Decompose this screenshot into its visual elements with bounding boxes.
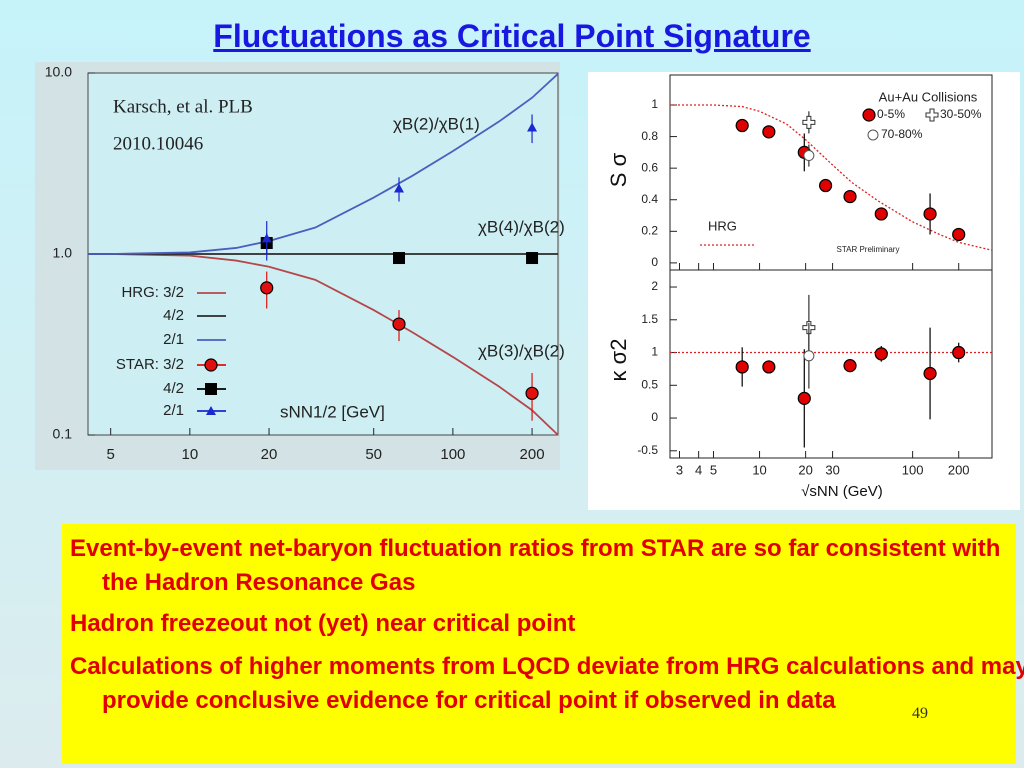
- y-tick-label: 0.8: [641, 129, 658, 143]
- marker: [802, 115, 816, 129]
- bullet: Event-by-event net-baryon fluctuation ra…: [70, 535, 1001, 596]
- marker: [260, 281, 274, 295]
- y-tick-label: 2: [651, 279, 658, 293]
- legend-label: 70-80%: [881, 127, 923, 141]
- x-tick-label: 10: [182, 446, 199, 463]
- marker: [803, 150, 815, 162]
- y-tick-label: 1: [651, 345, 658, 359]
- y-tick-label: 0: [651, 410, 658, 424]
- y-tick-label: 0.2: [641, 223, 658, 237]
- series-line: [88, 73, 559, 255]
- legend-marker: [867, 129, 879, 141]
- legend-label: 4/2: [163, 380, 184, 397]
- legend-label: 0-5%: [877, 107, 905, 121]
- marker: [393, 252, 406, 265]
- marker: [762, 125, 776, 139]
- bullet: Hadron freezeout not (yet) near critical…: [70, 610, 576, 637]
- marker: [803, 350, 815, 362]
- x-tick-label: 50: [365, 446, 382, 463]
- marker: [735, 360, 749, 374]
- marker: [394, 183, 405, 193]
- bullet: Calculations of higher moments from LQCD…: [70, 653, 1024, 714]
- y-tick-label: 1.0: [53, 245, 73, 261]
- marker: [952, 227, 966, 242]
- marker: [952, 345, 966, 360]
- legend-marker: [204, 358, 218, 372]
- annotation: χB(4)/χB(2): [478, 217, 565, 236]
- annotation: χB(3)/χB(2): [478, 341, 565, 360]
- legend-marker: [206, 406, 216, 415]
- marker: [843, 189, 857, 204]
- marker: [526, 252, 539, 265]
- annotation: χB(2)/χB(1): [393, 114, 480, 133]
- series-line: [670, 104, 993, 251]
- marker: [874, 347, 888, 361]
- y-tick-label: -0.5: [637, 443, 658, 457]
- x-tick-label: 30: [825, 462, 839, 477]
- marker: [525, 386, 539, 400]
- legend-label: 2/1: [163, 331, 184, 348]
- marker: [923, 207, 937, 221]
- legend-label: 30-50%: [940, 107, 982, 121]
- y-tick-label: 0.4: [641, 192, 658, 206]
- slide-title: Fluctuations as Critical Point Signature: [213, 18, 811, 54]
- x-tick-label: 200: [948, 462, 970, 477]
- marker: [735, 118, 749, 133]
- marker: [797, 391, 811, 405]
- y-tick-label: 10.0: [45, 64, 72, 80]
- page-number: 49: [912, 705, 928, 722]
- x-axis-label: sNN1/2 [GeV]: [280, 402, 385, 421]
- x-tick-label: 5: [106, 446, 114, 463]
- x-tick-label: 5: [710, 462, 717, 477]
- marker: [392, 317, 406, 331]
- annotation: STAR Preliminary: [837, 245, 900, 254]
- marker: [527, 122, 538, 132]
- annotation: 2010.10046: [113, 133, 203, 154]
- marker: [843, 359, 857, 373]
- x-tick-label: 4: [695, 462, 702, 477]
- legend-label: STAR: 3/2: [116, 356, 184, 373]
- x-tick-label: 100: [902, 462, 924, 477]
- legend-label: 4/2: [163, 307, 184, 324]
- legend-label: HRG: [708, 218, 737, 233]
- x-tick-label: 20: [798, 462, 812, 477]
- x-tick-label: 3: [676, 462, 683, 477]
- y-tick-label: 0.5: [641, 377, 658, 391]
- x-tick-label: 20: [261, 446, 278, 463]
- y-axis-label: κ σ2: [606, 339, 631, 382]
- x-axis-label: √sNN (GeV): [801, 483, 883, 500]
- legend-marker: [205, 383, 217, 395]
- series-line: [88, 253, 559, 436]
- annotation: Karsch, et al. PLB: [113, 96, 253, 117]
- y-tick-label: 0.1: [53, 426, 73, 442]
- legend-marker: [862, 108, 876, 122]
- y-tick-label: 0: [651, 255, 658, 269]
- legend-label: 2/1: [163, 402, 184, 419]
- marker: [874, 207, 888, 221]
- y-tick-label: 0.6: [641, 160, 658, 174]
- y-tick-label: 1: [651, 97, 658, 111]
- x-tick-label: 100: [440, 446, 465, 463]
- y-axis-label: S σ: [606, 152, 631, 187]
- marker: [261, 233, 272, 243]
- marker: [762, 360, 776, 374]
- x-tick-label: 10: [752, 462, 766, 477]
- y-tick-label: 1.5: [641, 312, 658, 326]
- bottom-plot-area: [669, 269, 993, 459]
- legend-label: HRG: 3/2: [121, 284, 184, 301]
- legend-marker: [925, 108, 939, 122]
- x-tick-label: 200: [520, 446, 545, 463]
- text-box: Event-by-event net-baryon fluctuation ra…: [62, 524, 1024, 764]
- marker: [923, 366, 937, 381]
- chart-title: Au+Au Collisions: [879, 89, 978, 104]
- marker: [818, 178, 833, 193]
